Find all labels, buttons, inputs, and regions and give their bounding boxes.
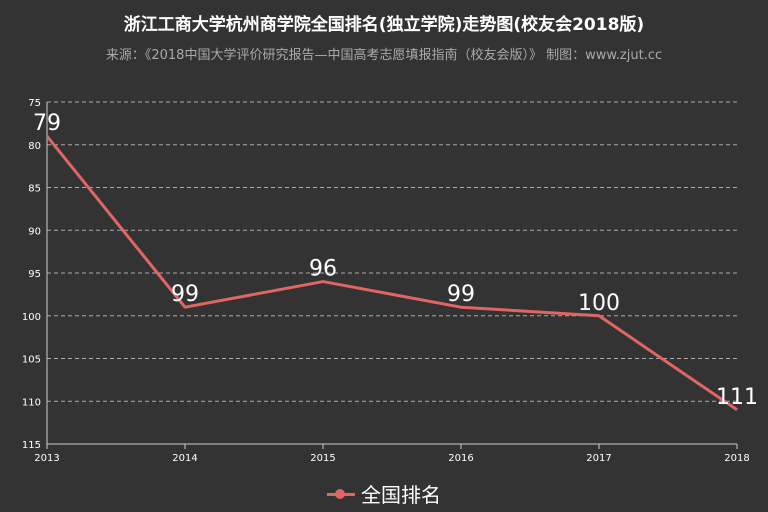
data-label-2017: 100 bbox=[578, 291, 620, 316]
data-label-2013: 79 bbox=[33, 111, 61, 136]
y-tick-label-115: 115 bbox=[22, 440, 41, 451]
y-tick-label-80: 80 bbox=[28, 141, 41, 152]
y-tick-label-105: 105 bbox=[22, 355, 41, 366]
y-tick-label-90: 90 bbox=[28, 226, 41, 237]
x-tick-label-2015: 2015 bbox=[310, 453, 335, 464]
y-tick-label-110: 110 bbox=[22, 397, 41, 408]
data-label-2014: 99 bbox=[171, 282, 199, 307]
y-tick-label-95: 95 bbox=[28, 269, 41, 280]
data-label-2015: 96 bbox=[309, 257, 337, 282]
legend-marker-icon bbox=[327, 487, 355, 501]
data-label-2018: 111 bbox=[716, 385, 758, 410]
y-tick-label-75: 75 bbox=[28, 98, 41, 109]
data-label-2016: 99 bbox=[447, 282, 475, 307]
y-tick-label-85: 85 bbox=[28, 184, 41, 195]
x-tick-label-2016: 2016 bbox=[448, 453, 473, 464]
y-tick-label-100: 100 bbox=[22, 312, 41, 323]
legend-dot bbox=[335, 488, 345, 499]
x-tick-label-2014: 2014 bbox=[172, 453, 197, 464]
x-tick-label-2018: 2018 bbox=[724, 453, 749, 464]
series-line-0 bbox=[45, 135, 738, 412]
chart-subtitle: 来源：《2018中国大学评价研究报告—中国高考志愿填报指南（校友会版）》 制图：… bbox=[105, 48, 663, 63]
x-tick-label-2017: 2017 bbox=[586, 453, 611, 464]
chart-title: 浙江工商大学杭州商学院全国排名(独立学院)走势图(校友会2018版) bbox=[123, 15, 645, 35]
x-tick-label-2013: 2013 bbox=[34, 453, 59, 464]
legend-label: 全国排名 bbox=[361, 483, 441, 507]
legend[interactable]: 全国排名 bbox=[0, 479, 768, 508]
